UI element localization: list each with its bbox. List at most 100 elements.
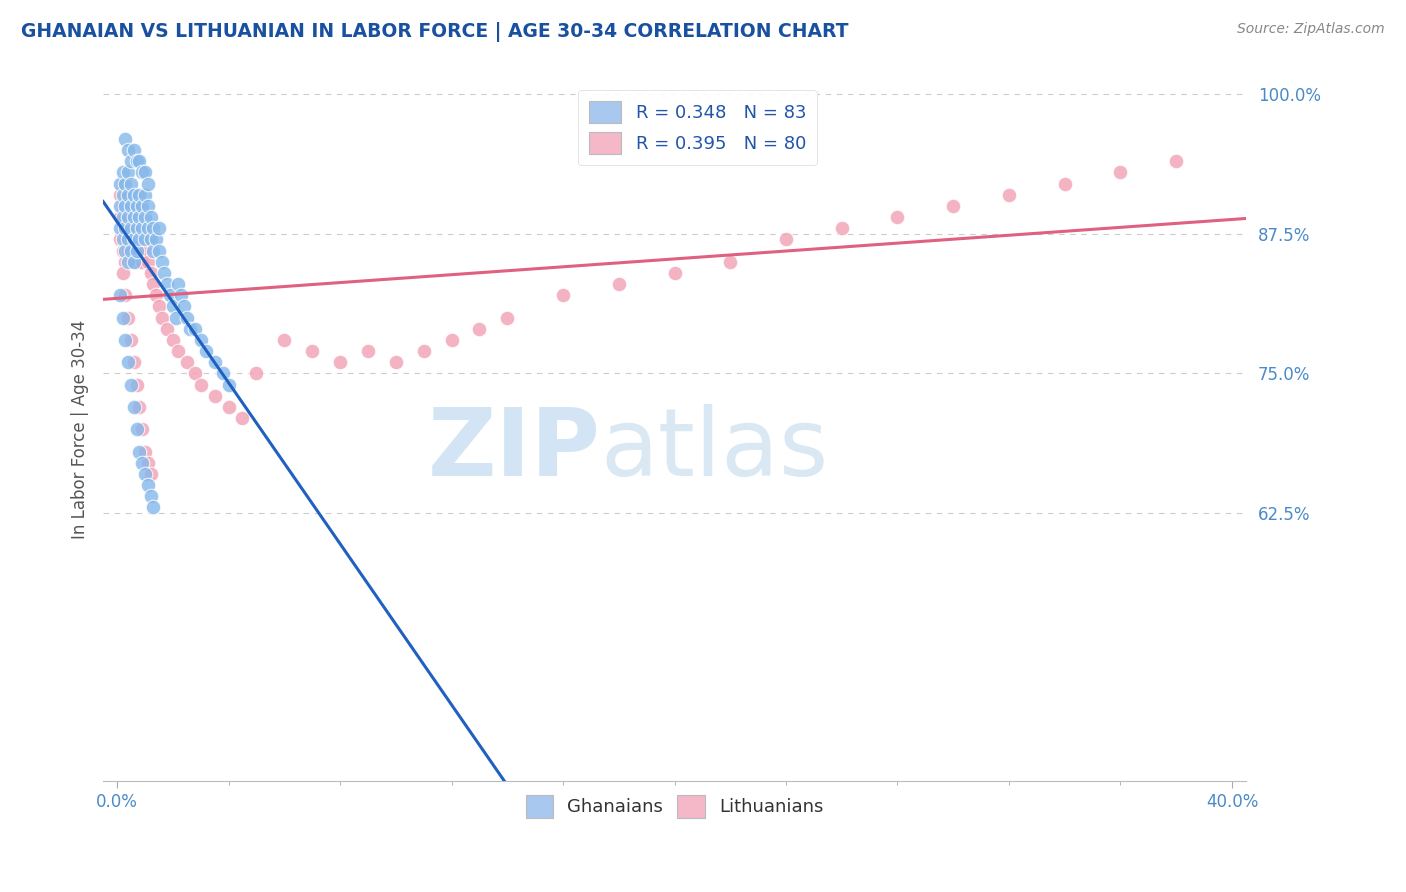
Text: ZIP: ZIP xyxy=(427,404,600,496)
Point xyxy=(117,187,139,202)
Point xyxy=(128,444,150,458)
Point xyxy=(128,199,150,213)
Point xyxy=(131,422,153,436)
Point xyxy=(664,266,686,280)
Point xyxy=(122,199,145,213)
Point xyxy=(136,232,159,246)
Point xyxy=(1109,165,1132,179)
Point xyxy=(496,310,519,325)
Point xyxy=(167,344,190,359)
Point xyxy=(125,244,148,258)
Point xyxy=(120,221,142,235)
Point xyxy=(179,322,201,336)
Point xyxy=(122,143,145,157)
Text: GHANAIAN VS LITHUANIAN IN LABOR FORCE | AGE 30-34 CORRELATION CHART: GHANAIAN VS LITHUANIAN IN LABOR FORCE | … xyxy=(21,22,849,42)
Point xyxy=(134,232,156,246)
Point xyxy=(139,489,162,503)
Point xyxy=(329,355,352,369)
Point xyxy=(607,277,630,291)
Point xyxy=(159,288,181,302)
Point xyxy=(718,254,741,268)
Point xyxy=(165,310,187,325)
Point xyxy=(120,254,142,268)
Point xyxy=(184,367,207,381)
Point xyxy=(176,355,198,369)
Point xyxy=(134,444,156,458)
Point xyxy=(108,199,131,213)
Point xyxy=(122,254,145,268)
Point xyxy=(190,377,212,392)
Point xyxy=(128,187,150,202)
Point xyxy=(120,232,142,246)
Point xyxy=(125,377,148,392)
Point xyxy=(134,221,156,235)
Point xyxy=(128,244,150,258)
Point xyxy=(156,322,179,336)
Point xyxy=(412,344,434,359)
Point xyxy=(134,467,156,481)
Point xyxy=(148,221,170,235)
Point xyxy=(131,254,153,268)
Point xyxy=(1053,177,1076,191)
Point xyxy=(190,333,212,347)
Point xyxy=(998,187,1021,202)
Point xyxy=(120,377,142,392)
Point xyxy=(131,232,153,246)
Point xyxy=(117,221,139,235)
Point xyxy=(111,310,134,325)
Point xyxy=(117,244,139,258)
Point xyxy=(886,210,908,224)
Point xyxy=(111,210,134,224)
Point xyxy=(212,367,235,381)
Point xyxy=(131,221,153,235)
Point xyxy=(184,322,207,336)
Point xyxy=(128,154,150,169)
Point xyxy=(108,232,131,246)
Point xyxy=(108,187,131,202)
Point xyxy=(139,467,162,481)
Point xyxy=(134,210,156,224)
Point xyxy=(139,210,162,224)
Point xyxy=(120,333,142,347)
Point xyxy=(122,210,145,224)
Point xyxy=(128,210,150,224)
Point xyxy=(120,177,142,191)
Point xyxy=(142,244,165,258)
Point xyxy=(136,478,159,492)
Point xyxy=(134,165,156,179)
Point xyxy=(131,165,153,179)
Point xyxy=(942,199,965,213)
Point xyxy=(114,333,136,347)
Point xyxy=(111,165,134,179)
Point xyxy=(111,244,134,258)
Text: Source: ZipAtlas.com: Source: ZipAtlas.com xyxy=(1237,22,1385,37)
Point xyxy=(139,266,162,280)
Point xyxy=(167,277,190,291)
Point xyxy=(125,210,148,224)
Point xyxy=(114,199,136,213)
Point xyxy=(145,232,167,246)
Point xyxy=(136,199,159,213)
Point xyxy=(108,288,131,302)
Text: atlas: atlas xyxy=(600,404,828,496)
Point xyxy=(125,422,148,436)
Y-axis label: In Labor Force | Age 30-34: In Labor Force | Age 30-34 xyxy=(72,319,89,539)
Point xyxy=(117,165,139,179)
Point xyxy=(125,199,148,213)
Point xyxy=(114,187,136,202)
Point xyxy=(245,367,267,381)
Point xyxy=(114,210,136,224)
Point xyxy=(139,232,162,246)
Point xyxy=(108,177,131,191)
Point xyxy=(273,333,295,347)
Point xyxy=(142,277,165,291)
Point xyxy=(551,288,574,302)
Point xyxy=(108,221,131,235)
Point xyxy=(134,187,156,202)
Point xyxy=(120,154,142,169)
Point xyxy=(145,288,167,302)
Point xyxy=(125,154,148,169)
Point xyxy=(117,210,139,224)
Point xyxy=(125,254,148,268)
Point xyxy=(136,177,159,191)
